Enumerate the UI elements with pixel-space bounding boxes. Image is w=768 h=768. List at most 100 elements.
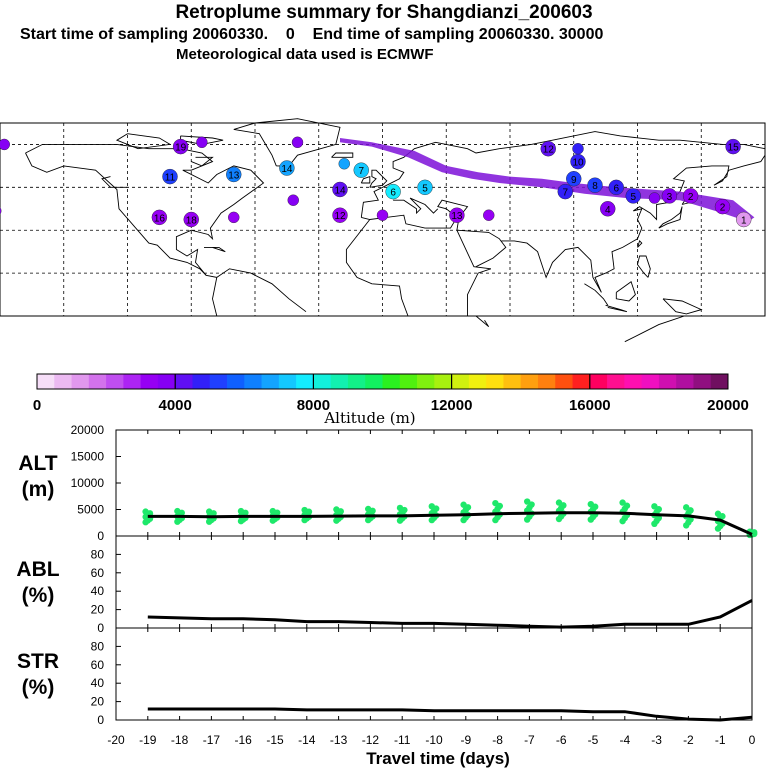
y-tick-label: 15000: [71, 450, 105, 464]
colorbar-segment: [486, 374, 504, 389]
coastline: [584, 283, 609, 306]
plume-centroid-marker: [608, 179, 624, 196]
plume-centroid-label: 7: [562, 188, 568, 199]
colorbar-segment: [347, 374, 366, 389]
x-tick-label: -11: [394, 733, 411, 747]
plume-centroid-marker: [570, 153, 586, 170]
coastline: [233, 118, 341, 167]
x-tick-label: -12: [362, 733, 380, 747]
y-tick-label: 0: [97, 713, 104, 727]
plume-centroid-marker: [725, 138, 741, 155]
colorbar-segment: [520, 374, 539, 389]
plume-centroid-label: 5: [422, 183, 428, 194]
plume-centroid-marker: [172, 138, 189, 155]
y-tick-label: 80: [91, 639, 105, 653]
plume-centroid-marker: [661, 188, 678, 204]
x-tick-label: -18: [171, 733, 189, 747]
plume-centroid-label: 14: [281, 164, 293, 175]
colorbar-segment: [296, 374, 314, 389]
x-tick-label: -15: [266, 733, 284, 747]
plume-centroid-marker: [417, 179, 433, 196]
colorbar-segment: [106, 374, 124, 389]
x-tick-label: -2: [683, 733, 694, 747]
x-tick-label: -13: [330, 733, 348, 747]
plume-centroid-label: 6: [390, 188, 396, 199]
colorbar-segment: [399, 374, 418, 389]
colorbar-frame: [36, 373, 729, 390]
x-axis-title: Travel time (days): [366, 749, 510, 768]
x-tick-label: 0: [749, 733, 756, 747]
plume-centroid-marker: [353, 162, 369, 178]
plume-centroid-marker: [0, 138, 10, 151]
colorbar-segment: [641, 374, 660, 389]
coastline: [456, 229, 507, 268]
coastline: [475, 315, 490, 328]
altitude-cluster-dot: [396, 504, 404, 512]
panel-series-line: [147, 511, 753, 536]
plume-centroid-label: 16: [154, 213, 166, 224]
coastline: [204, 246, 226, 253]
plume-centroid-marker: [587, 177, 603, 193]
altitude-cluster-dot: [587, 501, 594, 508]
altitude-cluster-dot: [619, 499, 626, 506]
colorbar-segment: [227, 374, 245, 389]
coastline: [101, 176, 128, 188]
x-tick-label: -20: [107, 733, 125, 747]
altitude-cluster-dot: [428, 503, 435, 510]
coastline: [393, 197, 439, 215]
colorbar-segment: [710, 374, 729, 389]
y-tick-label: 20: [91, 603, 105, 617]
altitude-cluster-dot: [365, 505, 372, 513]
x-tick-label: -6: [556, 733, 567, 747]
y-tick-label: 5000: [77, 503, 104, 517]
colorbar-segment: [434, 374, 452, 389]
colorbar-tick-label: 16000: [569, 397, 611, 414]
colorbar-segment: [71, 374, 90, 389]
colorbar-segment: [192, 374, 211, 389]
plume-centroid-marker: [566, 171, 582, 187]
colorbar-tick-label: 12000: [431, 397, 473, 414]
plume-centroid-label: 2: [720, 203, 726, 214]
plume-centroid-label: 12: [334, 211, 346, 222]
plume-centroid-marker: [376, 209, 389, 221]
altitude-cluster-dot: [269, 507, 276, 515]
x-tick-label: -8: [492, 733, 503, 747]
colorbar-segment: [693, 374, 712, 389]
x-tick-label: -16: [235, 733, 253, 747]
panel-ylabel-unit: (m): [22, 478, 55, 501]
plume-centroid-label: 12: [543, 145, 555, 156]
plume-centroid-label: 5: [630, 192, 636, 203]
plume-centroid-marker: [736, 211, 752, 228]
plume-centroid-marker: [287, 194, 299, 206]
plume-centroid-marker: [385, 183, 401, 200]
colorbar-tick-label: 0: [33, 397, 41, 414]
colorbar-segment: [468, 374, 487, 389]
colorbar-segment: [54, 374, 72, 389]
plume-centroid-label: 10: [572, 158, 584, 169]
coastline: [637, 240, 643, 248]
y-tick-label: 60: [91, 566, 105, 580]
plume-centroid-label: 6: [613, 183, 619, 194]
panel-ylabel-unit: (%): [22, 676, 55, 699]
panel-frame: [115, 535, 753, 629]
colorbar-segment: [537, 374, 556, 389]
plume-centroid-marker: [196, 136, 208, 149]
altitude-cluster-dot: [174, 507, 181, 515]
plume-centroid-marker: [279, 160, 295, 176]
panel-series-line: [147, 707, 753, 722]
plume-centroid-label: 4: [605, 205, 611, 216]
plume-centroid-marker: [625, 188, 641, 204]
plume-centroid-marker: [540, 141, 556, 157]
altitude-cluster-dot: [142, 508, 149, 515]
colorbar-segment: [624, 374, 643, 389]
altitude-cluster-dot: [492, 499, 499, 507]
plume-centroid-marker: [714, 198, 731, 215]
plume-centroid-marker: [557, 183, 573, 200]
plume-centroid-marker: [449, 207, 465, 223]
coastline: [624, 315, 685, 343]
colorbar-segment: [607, 374, 625, 389]
coastline: [191, 156, 214, 167]
y-tick-label: 20000: [71, 423, 105, 437]
colorbar-tick-label: 20000: [707, 397, 749, 414]
